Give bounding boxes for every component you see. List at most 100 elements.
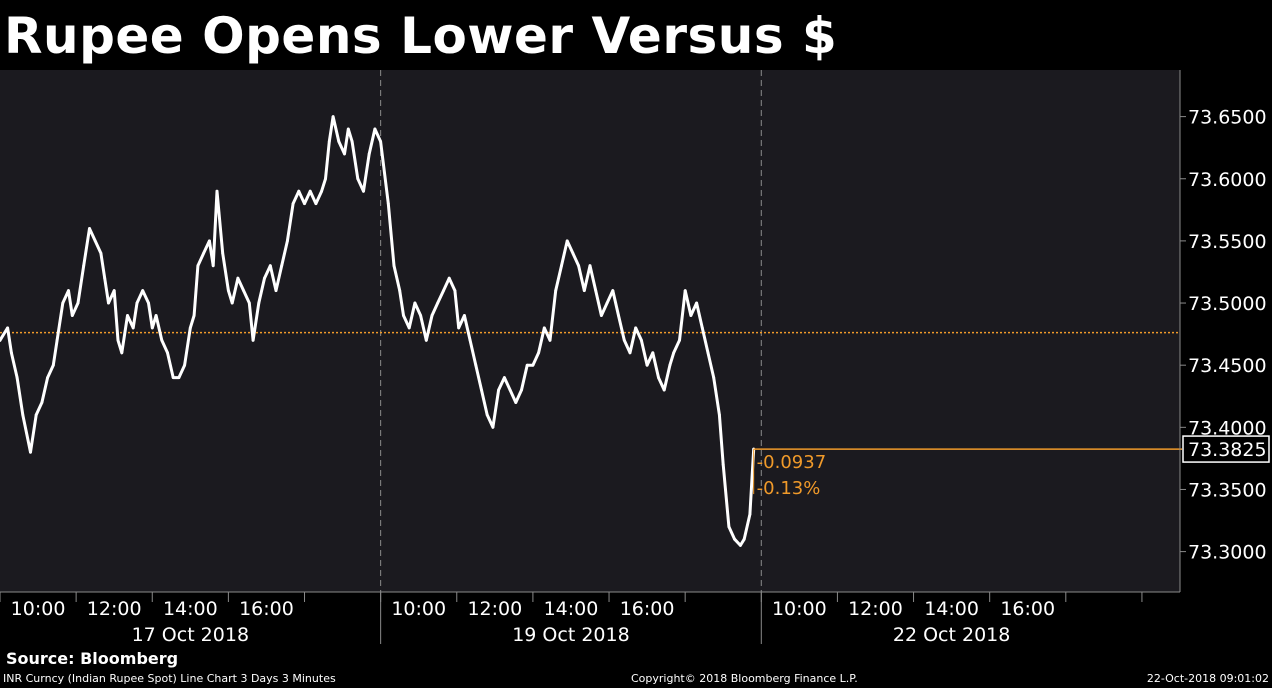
data-point [419,314,422,317]
data-point [721,463,725,466]
data-point [236,276,240,280]
data-point [742,537,746,541]
y-tick-label: 73.4500 [1188,355,1267,377]
data-point [291,202,295,206]
data-point [166,351,169,355]
data-point [215,189,219,193]
x-tick-label: 14:00 [924,598,979,620]
data-point [628,351,632,355]
data-point [398,289,402,292]
data-point [29,450,32,454]
data-point [645,363,649,367]
x-tick-label: 16:00 [620,598,675,620]
data-point [622,338,626,342]
data-point [188,326,192,330]
data-point [242,289,246,292]
data-point [367,152,371,156]
data-point [230,301,234,305]
data-point [689,314,693,317]
data-point [34,413,38,417]
data-point [474,363,478,367]
data-point [308,189,312,193]
data-point [733,537,736,541]
timestamp: 22-Oct-2018 09:01:02 [1146,672,1269,685]
data-point [343,152,346,156]
data-point [413,301,417,305]
data-point [402,314,405,317]
y-tick-label: 73.4000 [1188,417,1267,439]
data-point [40,401,44,404]
data-point [346,127,350,131]
data-point [350,140,354,143]
data-point [46,376,49,379]
data-point [617,314,620,317]
data-point [520,388,523,392]
data-point [21,413,25,417]
data-point [211,264,215,268]
data-point [0,338,2,342]
data-point [453,289,457,292]
data-point [88,227,91,230]
x-tick-label: 12:00 [87,598,142,620]
y-tick-label: 73.6000 [1188,169,1267,191]
data-point [320,189,323,193]
data-point [268,264,272,268]
data-point [672,351,676,355]
data-point [15,376,19,379]
data-point [442,289,445,292]
data-point [700,326,704,330]
data-point [356,177,360,181]
data-point [177,376,181,379]
data-point [51,363,55,367]
data-point [600,314,603,317]
data-point [727,525,731,529]
data-point [430,314,434,317]
data-point [202,251,206,255]
data-point [274,289,278,292]
data-point [748,512,752,516]
data-point [154,314,158,317]
x-tick-label: 16:00 [239,598,294,620]
data-point [93,239,97,243]
data-point [196,264,200,268]
data-point [668,363,672,367]
data-point [192,314,196,317]
data-point [116,338,120,342]
data-point [208,239,211,243]
x-tick-label: 16:00 [1000,598,1055,620]
data-point [678,338,681,342]
data-point [67,289,70,292]
y-tick-label: 73.5000 [1188,293,1267,315]
data-point [537,351,540,355]
plot-background [0,70,1180,592]
data-point [147,301,150,305]
x-tick-label: 12:00 [467,598,522,620]
data-point [695,301,698,305]
data-point [531,363,535,367]
data-point [280,264,284,268]
data-point [662,388,666,392]
x-tick-label: 10:00 [391,598,446,620]
data-point [712,376,716,379]
chart-description: INR Curncy (Indian Rupee Spot) Line Char… [3,672,336,685]
source-label: Source: Bloomberg [6,649,179,668]
data-point [525,363,529,367]
y-tick-label: 73.6500 [1188,107,1267,129]
data-point [251,338,255,342]
data-point [379,140,382,143]
data-point [126,314,129,317]
data-point [61,301,65,305]
data-point [247,301,251,305]
data-point [560,264,563,268]
data-point [514,401,518,404]
data-point [611,289,615,292]
x-day-label: 22 Oct 2018 [893,624,1010,646]
data-point [588,264,592,268]
data-point [70,314,74,317]
data-point [491,425,495,429]
data-point [76,301,80,305]
data-point [657,376,660,379]
data-point [457,326,461,330]
data-point [286,239,289,243]
data-point [324,177,327,181]
